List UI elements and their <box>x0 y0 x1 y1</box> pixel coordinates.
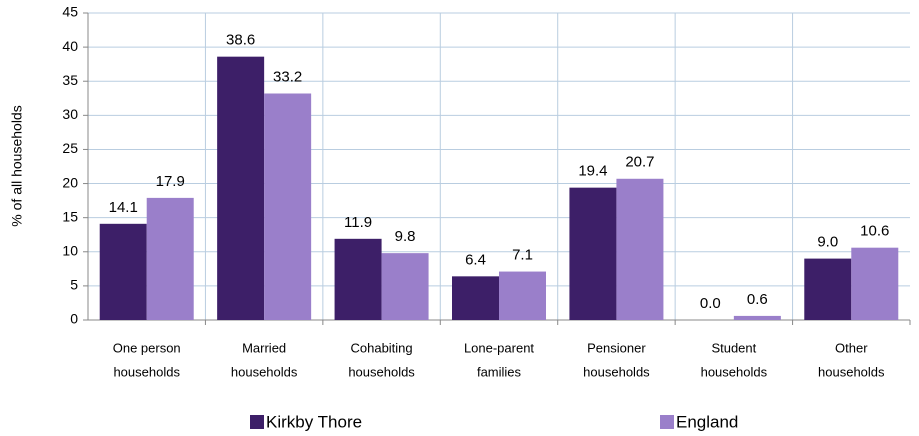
y-tick-label: 45 <box>62 4 78 20</box>
x-tick-label: Student <box>711 340 756 355</box>
x-tick-label: Pensioner <box>587 340 646 355</box>
data-label: 0.0 <box>700 295 721 312</box>
bar <box>569 187 617 320</box>
bar <box>804 258 852 320</box>
x-tick-label: Lone-parent <box>464 340 534 355</box>
bar <box>99 223 147 320</box>
bar <box>499 271 546 320</box>
x-tick-label: One person <box>113 340 181 355</box>
legend-label: Kirkby Thore <box>266 412 362 431</box>
y-tick-label: 35 <box>62 72 78 88</box>
bar <box>733 315 781 320</box>
data-label: 9.0 <box>817 234 838 251</box>
data-label: 14.1 <box>109 199 138 216</box>
data-label: 6.4 <box>465 251 486 268</box>
data-label: 17.9 <box>156 173 185 190</box>
y-tick-label: 30 <box>62 106 78 122</box>
legend-label: England <box>676 412 738 431</box>
bar <box>217 56 265 320</box>
x-tick-label: households <box>701 364 768 379</box>
y-tick-label: 15 <box>62 208 78 224</box>
y-tick-label: 10 <box>62 242 78 258</box>
data-label: 11.9 <box>344 214 372 231</box>
x-tick-label: families <box>477 364 522 379</box>
bar <box>334 238 382 320</box>
bar <box>264 93 312 320</box>
data-label: 38.6 <box>226 32 255 49</box>
x-tick-label: households <box>348 364 415 379</box>
data-label: 10.6 <box>860 223 889 240</box>
y-tick-label: 20 <box>62 174 78 190</box>
data-label: 7.1 <box>512 247 533 264</box>
x-tick-label: households <box>818 364 885 379</box>
y-tick-label: 0 <box>70 311 78 327</box>
x-tick-label: Cohabiting <box>350 340 412 355</box>
bar <box>851 247 899 320</box>
data-label: 0.6 <box>747 291 768 308</box>
data-label: 33.2 <box>273 68 302 85</box>
y-tick-label: 5 <box>70 277 78 293</box>
bar <box>381 253 429 320</box>
y-tick-label: 40 <box>62 38 78 54</box>
bar <box>146 197 194 320</box>
x-tick-label: households <box>113 364 180 379</box>
x-tick-label: households <box>583 364 650 379</box>
data-label: 19.4 <box>578 163 607 180</box>
bar <box>452 276 499 320</box>
legend-swatch <box>250 415 264 429</box>
data-label: 9.8 <box>395 228 416 245</box>
y-tick-label: 25 <box>62 140 78 156</box>
x-tick-label: Married <box>242 340 286 355</box>
x-tick-label: households <box>231 364 298 379</box>
legend-swatch <box>660 415 674 429</box>
y-axis-label: % of all households <box>9 105 25 226</box>
x-tick-label: Other <box>835 340 868 355</box>
data-label: 20.7 <box>625 154 654 171</box>
bar <box>616 178 664 320</box>
